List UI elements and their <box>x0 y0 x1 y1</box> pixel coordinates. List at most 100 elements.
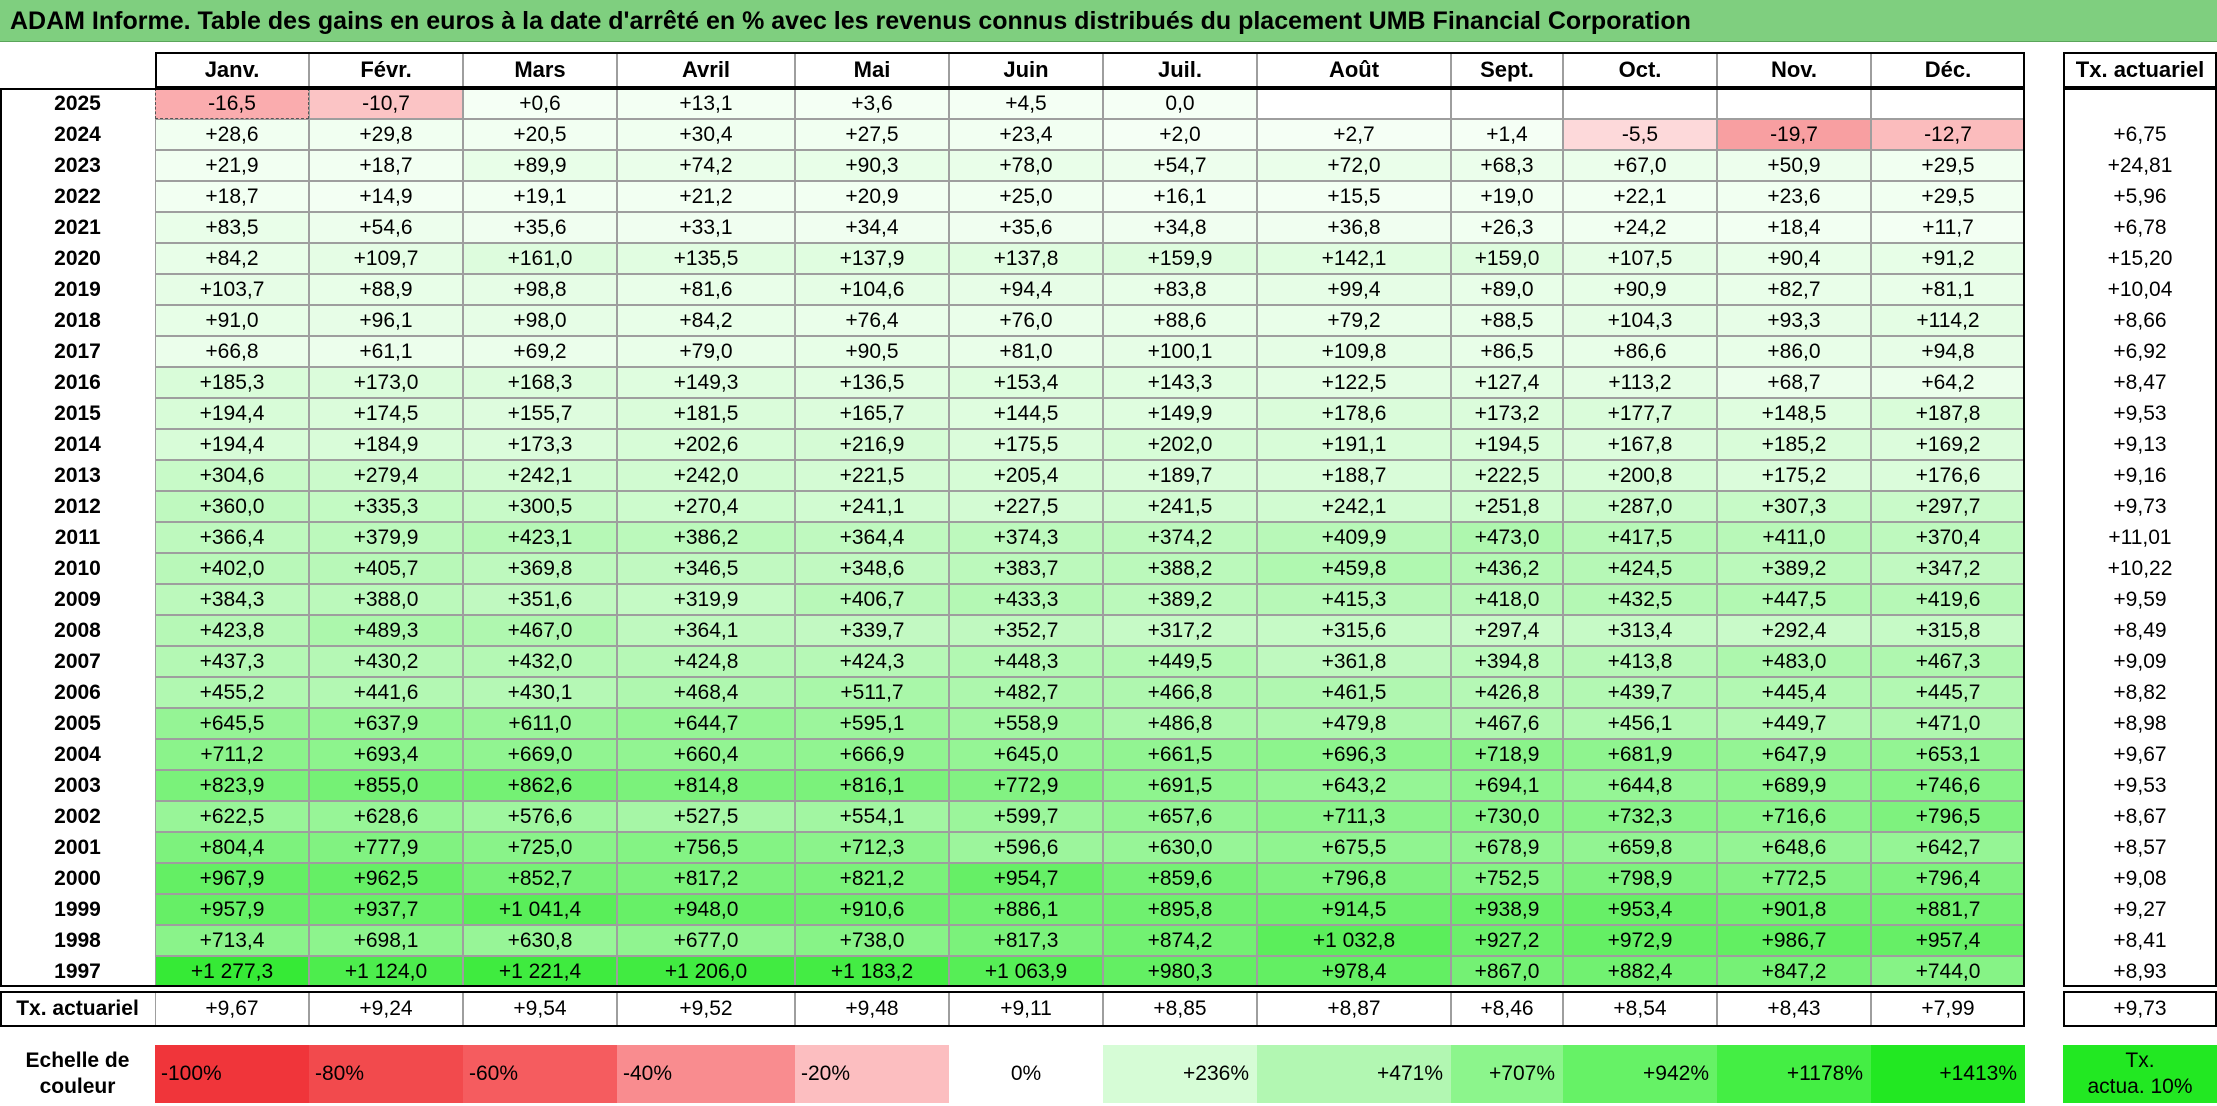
value-cell: +413,8 <box>1563 646 1717 677</box>
value-cell: +169,2 <box>1871 429 2025 460</box>
value-cell: +100,1 <box>1103 336 1257 367</box>
value-cell: +647,9 <box>1717 739 1871 770</box>
year-label: 2007 <box>54 649 101 673</box>
value-cell: +927,2 <box>1451 925 1563 956</box>
year-label: 2010 <box>54 556 101 580</box>
value-cell: +468,4 <box>617 677 795 708</box>
value-cell: +738,0 <box>795 925 949 956</box>
value-cell: +448,3 <box>949 646 1103 677</box>
value-cell: +479,8 <box>1257 708 1451 739</box>
value-cell: +415,3 <box>1257 584 1451 615</box>
rate-cell: +9,16 <box>2113 463 2167 487</box>
value-cell: 0,0 <box>1103 88 1257 119</box>
value-cell: +216,9 <box>795 429 949 460</box>
year-label: 2025 <box>54 91 101 115</box>
value-cell: +177,7 <box>1563 398 1717 429</box>
value-cell: +660,4 <box>617 739 795 770</box>
value-cell: +432,5 <box>1563 584 1717 615</box>
value-cell: +402,0 <box>155 553 309 584</box>
legend-label-line2: couleur <box>39 1075 116 1098</box>
value-cell: +191,1 <box>1257 429 1451 460</box>
value-cell: +862,6 <box>463 770 617 801</box>
year-label: 2006 <box>54 680 101 704</box>
value-cell: +669,0 <box>463 739 617 770</box>
value-cell: +796,5 <box>1871 801 2025 832</box>
value-cell: +13,1 <box>617 88 795 119</box>
value-cell: +360,0 <box>155 491 309 522</box>
value-cell: +716,6 <box>1717 801 1871 832</box>
value-cell: +19,1 <box>463 181 617 212</box>
value-cell: +637,9 <box>309 708 463 739</box>
value-cell: +677,0 <box>617 925 795 956</box>
value-cell: +595,1 <box>795 708 949 739</box>
value-cell: +937,7 <box>309 894 463 925</box>
value-cell: +76,4 <box>795 305 949 336</box>
value-cell: +241,5 <box>1103 491 1257 522</box>
value-cell: +772,9 <box>949 770 1103 801</box>
value-cell: +26,3 <box>1451 212 1563 243</box>
value-cell: +630,0 <box>1103 832 1257 863</box>
month-header: Oct. <box>1563 52 1717 88</box>
value-cell: +83,5 <box>155 212 309 243</box>
year-label: 2022 <box>54 184 101 208</box>
value-cell: +713,4 <box>155 925 309 956</box>
rate-cell: +9,73 <box>2113 494 2167 518</box>
value-cell: +644,7 <box>617 708 795 739</box>
value-cell: +84,2 <box>617 305 795 336</box>
value-cell: +29,5 <box>1871 150 2025 181</box>
value-cell: +370,4 <box>1871 522 2025 553</box>
value-cell: -5,5 <box>1563 119 1717 150</box>
value-cell: +730,0 <box>1451 801 1563 832</box>
rate-cell: +8,49 <box>2113 618 2167 642</box>
value-cell: +28,6 <box>155 119 309 150</box>
value-cell: +202,6 <box>617 429 795 460</box>
value-cell: +986,7 <box>1717 925 1871 956</box>
value-cell: +718,9 <box>1451 739 1563 770</box>
value-cell: +185,3 <box>155 367 309 398</box>
value-cell: +817,3 <box>949 925 1103 956</box>
value-cell: +173,3 <box>463 429 617 460</box>
rate-cell: +9,53 <box>2113 401 2167 425</box>
value-cell: +653,1 <box>1871 739 2025 770</box>
value-cell: +88,9 <box>309 274 463 305</box>
value-cell: +437,3 <box>155 646 309 677</box>
value-cell: +93,3 <box>1717 305 1871 336</box>
value-cell: +221,5 <box>795 460 949 491</box>
value-cell: +25,0 <box>949 181 1103 212</box>
value-cell: +910,6 <box>795 894 949 925</box>
value-cell: +466,8 <box>1103 677 1257 708</box>
value-cell: +622,5 <box>155 801 309 832</box>
month-header: Août <box>1257 52 1451 88</box>
value-cell: +366,4 <box>155 522 309 553</box>
value-cell: +33,1 <box>617 212 795 243</box>
value-cell: +0,6 <box>463 88 617 119</box>
year-label: 2013 <box>54 463 101 487</box>
value-cell: +184,9 <box>309 429 463 460</box>
value-cell: +137,9 <box>795 243 949 274</box>
value-cell: +388,2 <box>1103 553 1257 584</box>
value-cell: +96,1 <box>309 305 463 336</box>
value-cell: +16,1 <box>1103 181 1257 212</box>
value-cell: +901,8 <box>1717 894 1871 925</box>
value-cell: +886,1 <box>949 894 1103 925</box>
year-label: 2001 <box>54 835 101 859</box>
legend-rate-line2: actua. 10% <box>2087 1075 2193 1098</box>
value-cell: +29,8 <box>309 119 463 150</box>
legend-swatch: -60% <box>463 1045 617 1103</box>
value-cell: +1 041,4 <box>463 894 617 925</box>
rate-cell: +9,53 <box>2113 773 2167 797</box>
value-cell: +980,3 <box>1103 956 1257 987</box>
value-cell: +149,9 <box>1103 398 1257 429</box>
rate-cell: +9,67 <box>2113 742 2167 766</box>
value-cell: +436,2 <box>1451 553 1563 584</box>
value-cell: +64,2 <box>1871 367 2025 398</box>
value-cell <box>1871 88 2025 119</box>
value-cell: +1 063,9 <box>949 956 1103 987</box>
value-cell: +424,3 <box>795 646 949 677</box>
legend-swatch: +471% <box>1257 1045 1451 1103</box>
value-cell: +447,5 <box>1717 584 1871 615</box>
value-cell: +335,3 <box>309 491 463 522</box>
value-cell: +678,9 <box>1451 832 1563 863</box>
value-cell: +187,8 <box>1871 398 2025 429</box>
value-cell: +153,4 <box>949 367 1103 398</box>
